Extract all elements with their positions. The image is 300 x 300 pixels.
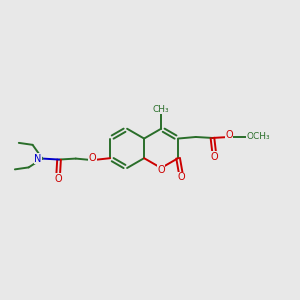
Text: O: O bbox=[54, 173, 62, 184]
Text: O: O bbox=[211, 152, 218, 162]
Text: OCH₃: OCH₃ bbox=[247, 133, 270, 142]
Text: CH₃: CH₃ bbox=[153, 105, 169, 114]
Text: N: N bbox=[34, 154, 41, 164]
Text: O: O bbox=[225, 130, 233, 140]
Text: O: O bbox=[177, 172, 185, 182]
Text: O: O bbox=[157, 165, 165, 175]
Text: O: O bbox=[88, 153, 96, 163]
